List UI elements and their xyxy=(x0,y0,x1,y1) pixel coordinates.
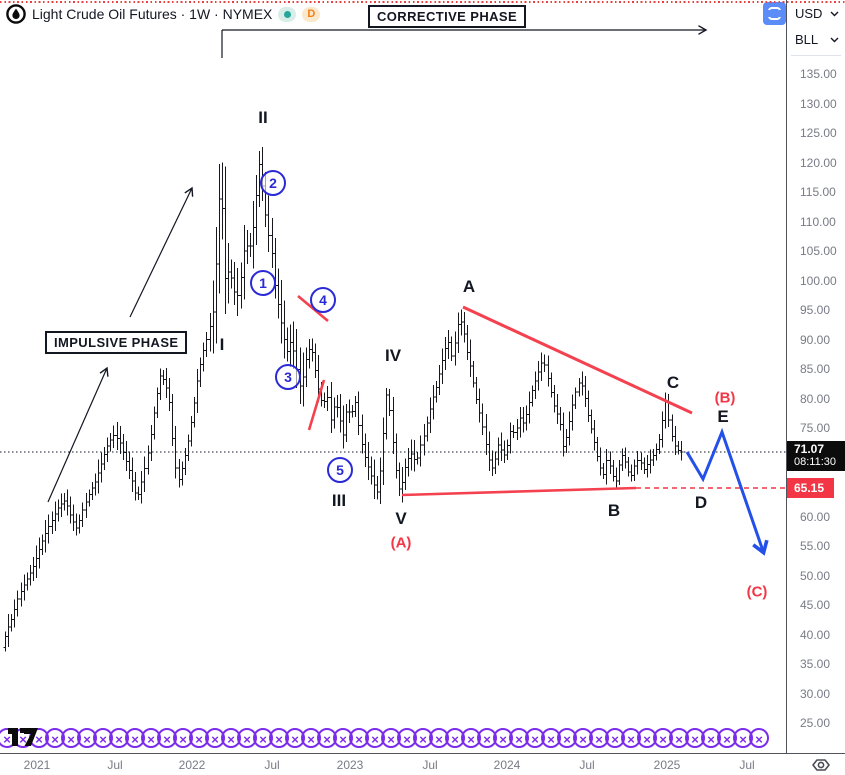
time-tick-label: Jul xyxy=(579,758,595,772)
time-scale[interactable]: 2021 Jul 2022 Jul 2023 Jul 2024 Jul 2025 Jul xyxy=(0,753,845,775)
wave-label-C[interactable]: (C) xyxy=(746,583,768,601)
watermark-circle-icon: × xyxy=(749,728,769,748)
price-tick-label: 75.00 xyxy=(800,421,831,435)
wave-label-2[interactable]: 2 xyxy=(260,170,286,196)
price-tick-label: 110.00 xyxy=(800,214,836,229)
chevron-down-icon xyxy=(830,37,839,42)
wave-label-III[interactable]: III xyxy=(331,491,347,510)
notification-badge[interactable]: D xyxy=(302,6,321,22)
symbol-title[interactable]: Light Crude Oil Futures · 1W · NYMEX xyxy=(32,6,273,22)
scale-settings-gear-icon[interactable] xyxy=(810,756,832,774)
price-tick-label: 85.00 xyxy=(800,362,831,376)
price-tick-label: 35.00 xyxy=(800,657,831,671)
price-tick-label: 25.00 xyxy=(800,716,831,730)
price-tick-label: 105.00 xyxy=(800,244,837,258)
price-tick-label: 30.00 xyxy=(800,686,831,701)
wave-label-C[interactable]: C xyxy=(666,373,680,392)
last-price-value: 71.07 xyxy=(794,442,825,456)
time-tick-label: Jul xyxy=(264,758,280,772)
price-tick-label: 115.00 xyxy=(800,185,836,199)
wave-label-B[interactable]: B xyxy=(607,501,621,520)
time-tick-label: 2023 xyxy=(336,758,364,772)
wave-label-3[interactable]: 3 xyxy=(275,364,301,390)
tradingview-logo[interactable] xyxy=(7,726,41,750)
impulsive-phase-label[interactable]: IMPULSIVE PHASE xyxy=(45,331,188,354)
unit-dropdown[interactable]: BLL xyxy=(795,32,839,47)
time-tick-label: 2021 xyxy=(23,758,51,772)
price-tick-label: 50.00 xyxy=(800,568,831,583)
price-tick-label: 120.00 xyxy=(800,155,837,170)
wave-label-1[interactable]: 1 xyxy=(250,270,276,296)
wave-label-4[interactable]: 4 xyxy=(310,287,336,313)
watermark-row: × × × × × × × × × × × × × × × × × × × × × × × × × × × × × × × × × × × × × × × ×… xyxy=(0,728,792,752)
price-tick-label: 60.00 xyxy=(800,509,831,524)
price-tick-label: 40.00 xyxy=(800,627,831,642)
impulse-arrow-1[interactable] xyxy=(47,366,109,503)
price-tick-label: 125.00 xyxy=(800,126,837,140)
wave-label-IV[interactable]: IV xyxy=(384,346,402,365)
time-tick-label: 2025 xyxy=(653,758,681,772)
market-status-dot[interactable] xyxy=(278,6,297,22)
wave-label-B[interactable]: (B) xyxy=(714,389,736,407)
wave-label-A[interactable]: (A) xyxy=(390,534,412,552)
price-tick-label: 80.00 xyxy=(800,391,831,406)
triangle-lower-trendline[interactable] xyxy=(401,486,637,497)
wave-label-I[interactable]: I xyxy=(219,335,225,354)
price-tick-label: 95.00 xyxy=(800,303,831,317)
panel-divider xyxy=(791,55,841,56)
wave-label-A[interactable]: A xyxy=(462,277,476,296)
time-tick-label: Jul xyxy=(107,758,123,772)
wave-label-II[interactable]: II xyxy=(258,108,268,127)
wave-label-5[interactable]: 5 xyxy=(327,457,353,483)
oil-drop-icon xyxy=(6,4,26,24)
recording-dotted-border xyxy=(0,1,845,3)
time-tick-label: Jul xyxy=(739,758,755,772)
chevron-down-icon xyxy=(830,11,839,16)
time-tick-label: Jul xyxy=(422,758,438,772)
price-tick-label: 130.00 xyxy=(800,96,837,111)
triangle-upper-trendline[interactable] xyxy=(462,305,693,415)
impulse-arrow-2[interactable] xyxy=(129,186,194,318)
wave-label-D[interactable]: D xyxy=(694,493,708,512)
time-tick-label: 2022 xyxy=(178,758,206,772)
price-tick-label: 135.00 xyxy=(800,67,837,81)
unit-value: BLL xyxy=(795,32,819,47)
corrective-phase-label[interactable]: CORRECTIVE PHASE xyxy=(368,5,527,28)
wave-label-V[interactable]: V xyxy=(395,509,407,528)
symbol-header[interactable]: Light Crude Oil Futures · 1W · NYMEX D xyxy=(6,4,321,24)
price-scale[interactable]: USD BLL 135.00 130.00 125.00 120.00 115.00 11… xyxy=(786,0,845,775)
status-dot-icon xyxy=(283,10,291,18)
wave5-red-segment[interactable] xyxy=(307,379,326,431)
alert-price-badge[interactable]: 65.15 xyxy=(787,478,834,498)
price-tick-label: 100.00 xyxy=(800,273,837,288)
price-tick-label: 55.00 xyxy=(800,539,831,553)
wave-label-E[interactable]: E xyxy=(717,407,729,426)
price-tick-label: 45.00 xyxy=(800,598,831,612)
last-price-badge: 71.07 08:11:30 xyxy=(787,441,845,471)
currency-dropdown[interactable]: USD xyxy=(795,6,839,21)
ohlc-bars xyxy=(3,147,684,652)
currency-value: USD xyxy=(795,6,823,21)
time-tick-label: 2024 xyxy=(493,758,521,772)
price-tick-label: 90.00 xyxy=(800,332,831,347)
countdown-timer: 08:11:30 xyxy=(794,456,837,468)
projection-zigzag[interactable] xyxy=(685,427,769,556)
screenshot-button[interactable] xyxy=(763,2,786,25)
